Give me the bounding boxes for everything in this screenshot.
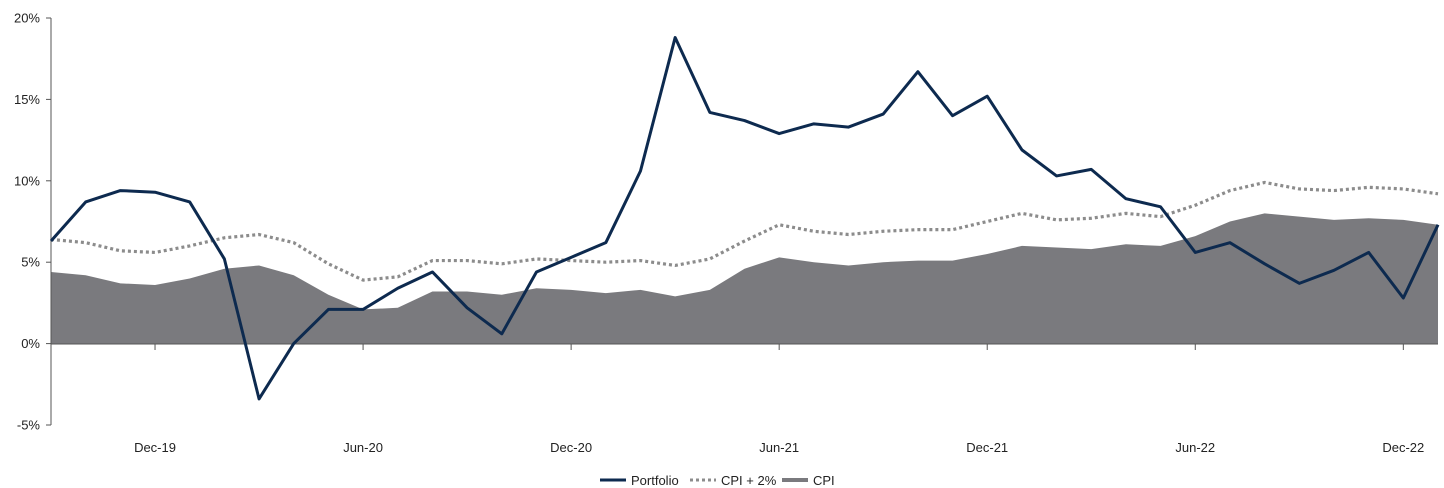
x-tick-label: Dec-20 <box>550 440 592 455</box>
y-tick-label: 0% <box>21 336 40 351</box>
legend-label: Portfolio <box>631 473 679 488</box>
cpi-area-layer <box>51 213 1438 344</box>
legend-label: CPI <box>813 473 835 488</box>
legend-item: CPI + 2% <box>690 473 777 488</box>
legend: Portfolio CPI + 2% CPI <box>600 473 835 488</box>
x-tick-label: Dec-22 <box>1382 440 1424 455</box>
series-line-portfolio <box>49 36 1440 401</box>
legend-item: CPI <box>782 473 835 488</box>
x-tick-label: Jun-20 <box>343 440 383 455</box>
y-tick-label: 5% <box>21 255 40 270</box>
y-tick-label: -5% <box>17 418 41 433</box>
legend-label: CPI + 2% <box>721 473 777 488</box>
series-lines <box>49 36 1440 401</box>
x-tick-label: Dec-19 <box>134 440 176 455</box>
legend-swatch <box>782 478 808 482</box>
y-tick-label: 15% <box>14 92 40 107</box>
y-tick-label: 10% <box>14 173 40 188</box>
legend-item: Portfolio <box>600 473 679 488</box>
x-tick-label: Dec-21 <box>966 440 1008 455</box>
axes: 20% 15% 10% 5% 0% -5% Dec-19 Jun-20 Dec-20 Jun-21… <box>14 11 1438 455</box>
x-tick-label: Jun-21 <box>759 440 799 455</box>
series-line-cpi-2 <box>50 180 1439 282</box>
x-tick-label: Jun-22 <box>1175 440 1215 455</box>
y-tick-label: 20% <box>14 11 40 26</box>
series-area-cpi <box>51 213 1438 344</box>
